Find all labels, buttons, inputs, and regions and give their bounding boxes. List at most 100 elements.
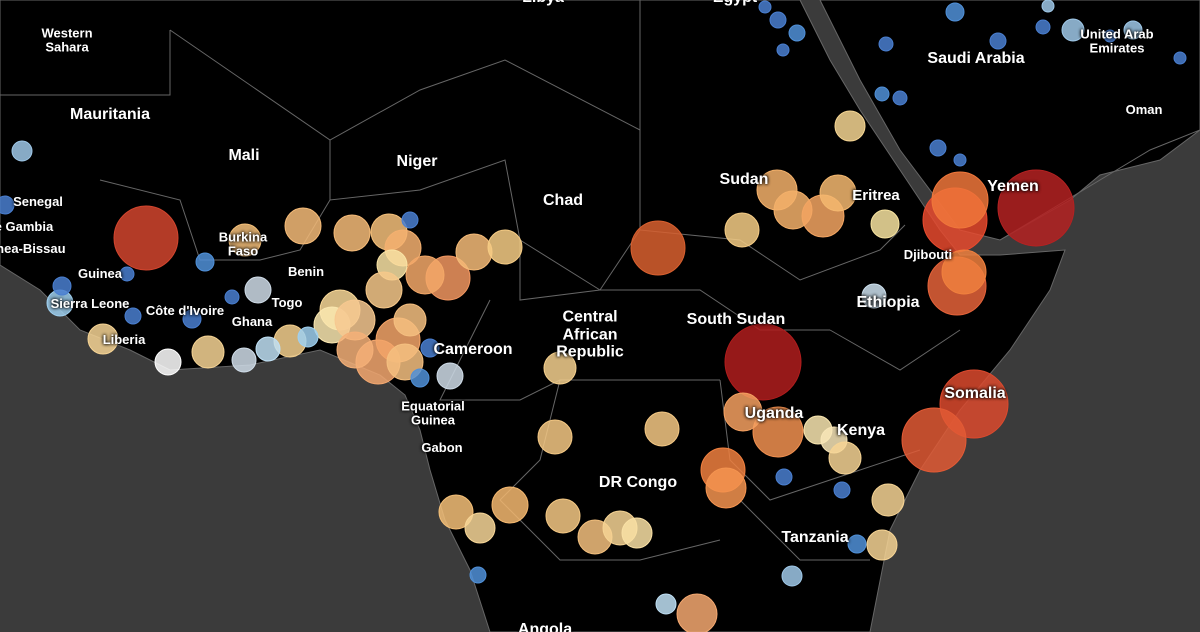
incident-bubble <box>870 209 900 239</box>
country-label: Uganda <box>744 405 804 423</box>
incident-bubble <box>833 481 851 499</box>
incident-bubble <box>1123 20 1143 40</box>
incident-bubble <box>724 212 760 248</box>
incident-bubble <box>861 283 887 309</box>
incident-bubble <box>284 207 322 245</box>
incident-bubble <box>997 169 1075 247</box>
country-label: Equatorial Guinea <box>401 398 465 428</box>
incident-bubble <box>945 2 965 22</box>
incident-bubble <box>866 529 898 561</box>
country-label: Western Sahara <box>41 25 93 55</box>
incident-bubble <box>231 347 257 373</box>
incident-bubble <box>52 276 72 296</box>
country-label: Egypt <box>695 0 775 7</box>
country-label: Central African Republic <box>556 308 624 361</box>
incident-bubble <box>1041 0 1055 13</box>
incident-bubble <box>723 392 763 432</box>
country-label: Liberia <box>102 331 146 347</box>
incident-bubble <box>244 276 272 304</box>
incident-bubble <box>819 174 857 212</box>
incident-bubble <box>124 307 142 325</box>
country-label: The Gambia <box>0 218 54 234</box>
incident-bubble <box>464 512 496 544</box>
incident-bubble <box>405 255 445 295</box>
incident-bubble <box>191 335 225 369</box>
incident-bubble <box>892 90 908 106</box>
incident-bubble <box>333 214 371 252</box>
incident-bubble <box>365 271 403 309</box>
country-label: Cameroon <box>433 341 513 359</box>
country-label: Togo <box>271 294 303 310</box>
incident-bubble <box>297 326 319 348</box>
incident-bubble <box>1061 18 1085 42</box>
incident-bubble <box>781 565 803 587</box>
incident-bubble <box>847 534 867 554</box>
country-label: Senegal <box>13 193 63 209</box>
country-label: Angola <box>517 621 573 632</box>
incident-bubble <box>154 348 182 376</box>
incident-bubble <box>87 323 119 355</box>
incident-bubble <box>676 593 718 632</box>
incident-bubble <box>655 593 677 615</box>
incident-bubble <box>182 309 202 329</box>
incident-bubble <box>543 351 577 385</box>
incident-bubble <box>788 24 806 42</box>
country-label: United Arab Emirates <box>1080 26 1154 56</box>
incident-bubble <box>630 220 686 276</box>
incident-bubble <box>537 419 573 455</box>
incident-bubble <box>941 249 987 295</box>
incident-bubble <box>989 32 1007 50</box>
incident-bubble <box>224 289 240 305</box>
incident-bubble <box>455 233 493 271</box>
country-label: Oman <box>1125 101 1163 117</box>
country-label: Niger <box>396 153 438 171</box>
incident-bubble <box>255 336 281 362</box>
country-label: South Sudan <box>686 311 786 329</box>
country-label: Mauritania <box>69 106 150 124</box>
country-label: Guinea-Bissau <box>0 240 66 256</box>
country-label: Kenya <box>836 422 886 440</box>
incident-bubble <box>769 11 787 29</box>
incident-bubble <box>1035 19 1051 35</box>
incident-bubble <box>644 411 680 447</box>
incident-bubble <box>491 486 529 524</box>
incident-bubble <box>393 303 427 337</box>
country-label: Yemen <box>987 178 1039 196</box>
incident-bubble <box>113 205 179 271</box>
incident-bubble <box>545 498 581 534</box>
incident-bubble <box>469 566 487 584</box>
incident-bubble <box>705 467 747 509</box>
country-label: Sudan <box>719 171 769 189</box>
incident-bubble <box>336 331 374 369</box>
country-label: Eritrea <box>852 186 900 204</box>
country-label: Benin <box>287 263 325 279</box>
incident-bubble <box>776 43 790 57</box>
incident-bubble <box>1173 51 1187 65</box>
country-label: Ghana <box>231 313 273 329</box>
incident-bubble <box>438 494 474 530</box>
incident-bubble <box>775 468 793 486</box>
country-label: Guinea <box>77 265 123 281</box>
incident-bubble <box>752 406 804 458</box>
incident-bubble <box>436 362 464 390</box>
incident-bubble <box>828 441 862 475</box>
incident-bubble <box>878 36 894 52</box>
country-label: Tanzania <box>781 529 849 547</box>
incident-bubble <box>401 211 419 229</box>
country-label: Burkina Faso <box>218 229 268 259</box>
incident-bubble <box>1103 29 1117 43</box>
country-label: Mali <box>228 147 260 165</box>
country-label: Côte d'Ivoire <box>145 302 225 318</box>
country-label: Djibouti <box>903 246 953 262</box>
incident-bubble <box>11 140 33 162</box>
incident-bubble <box>929 139 947 157</box>
incident-bubble <box>724 323 802 401</box>
country-label: Gabon <box>421 439 463 455</box>
incident-bubble <box>0 195 15 215</box>
country-label: Ethiopia <box>856 294 920 312</box>
country-label: DR Congo <box>598 474 678 492</box>
incident-bubble <box>228 223 262 257</box>
